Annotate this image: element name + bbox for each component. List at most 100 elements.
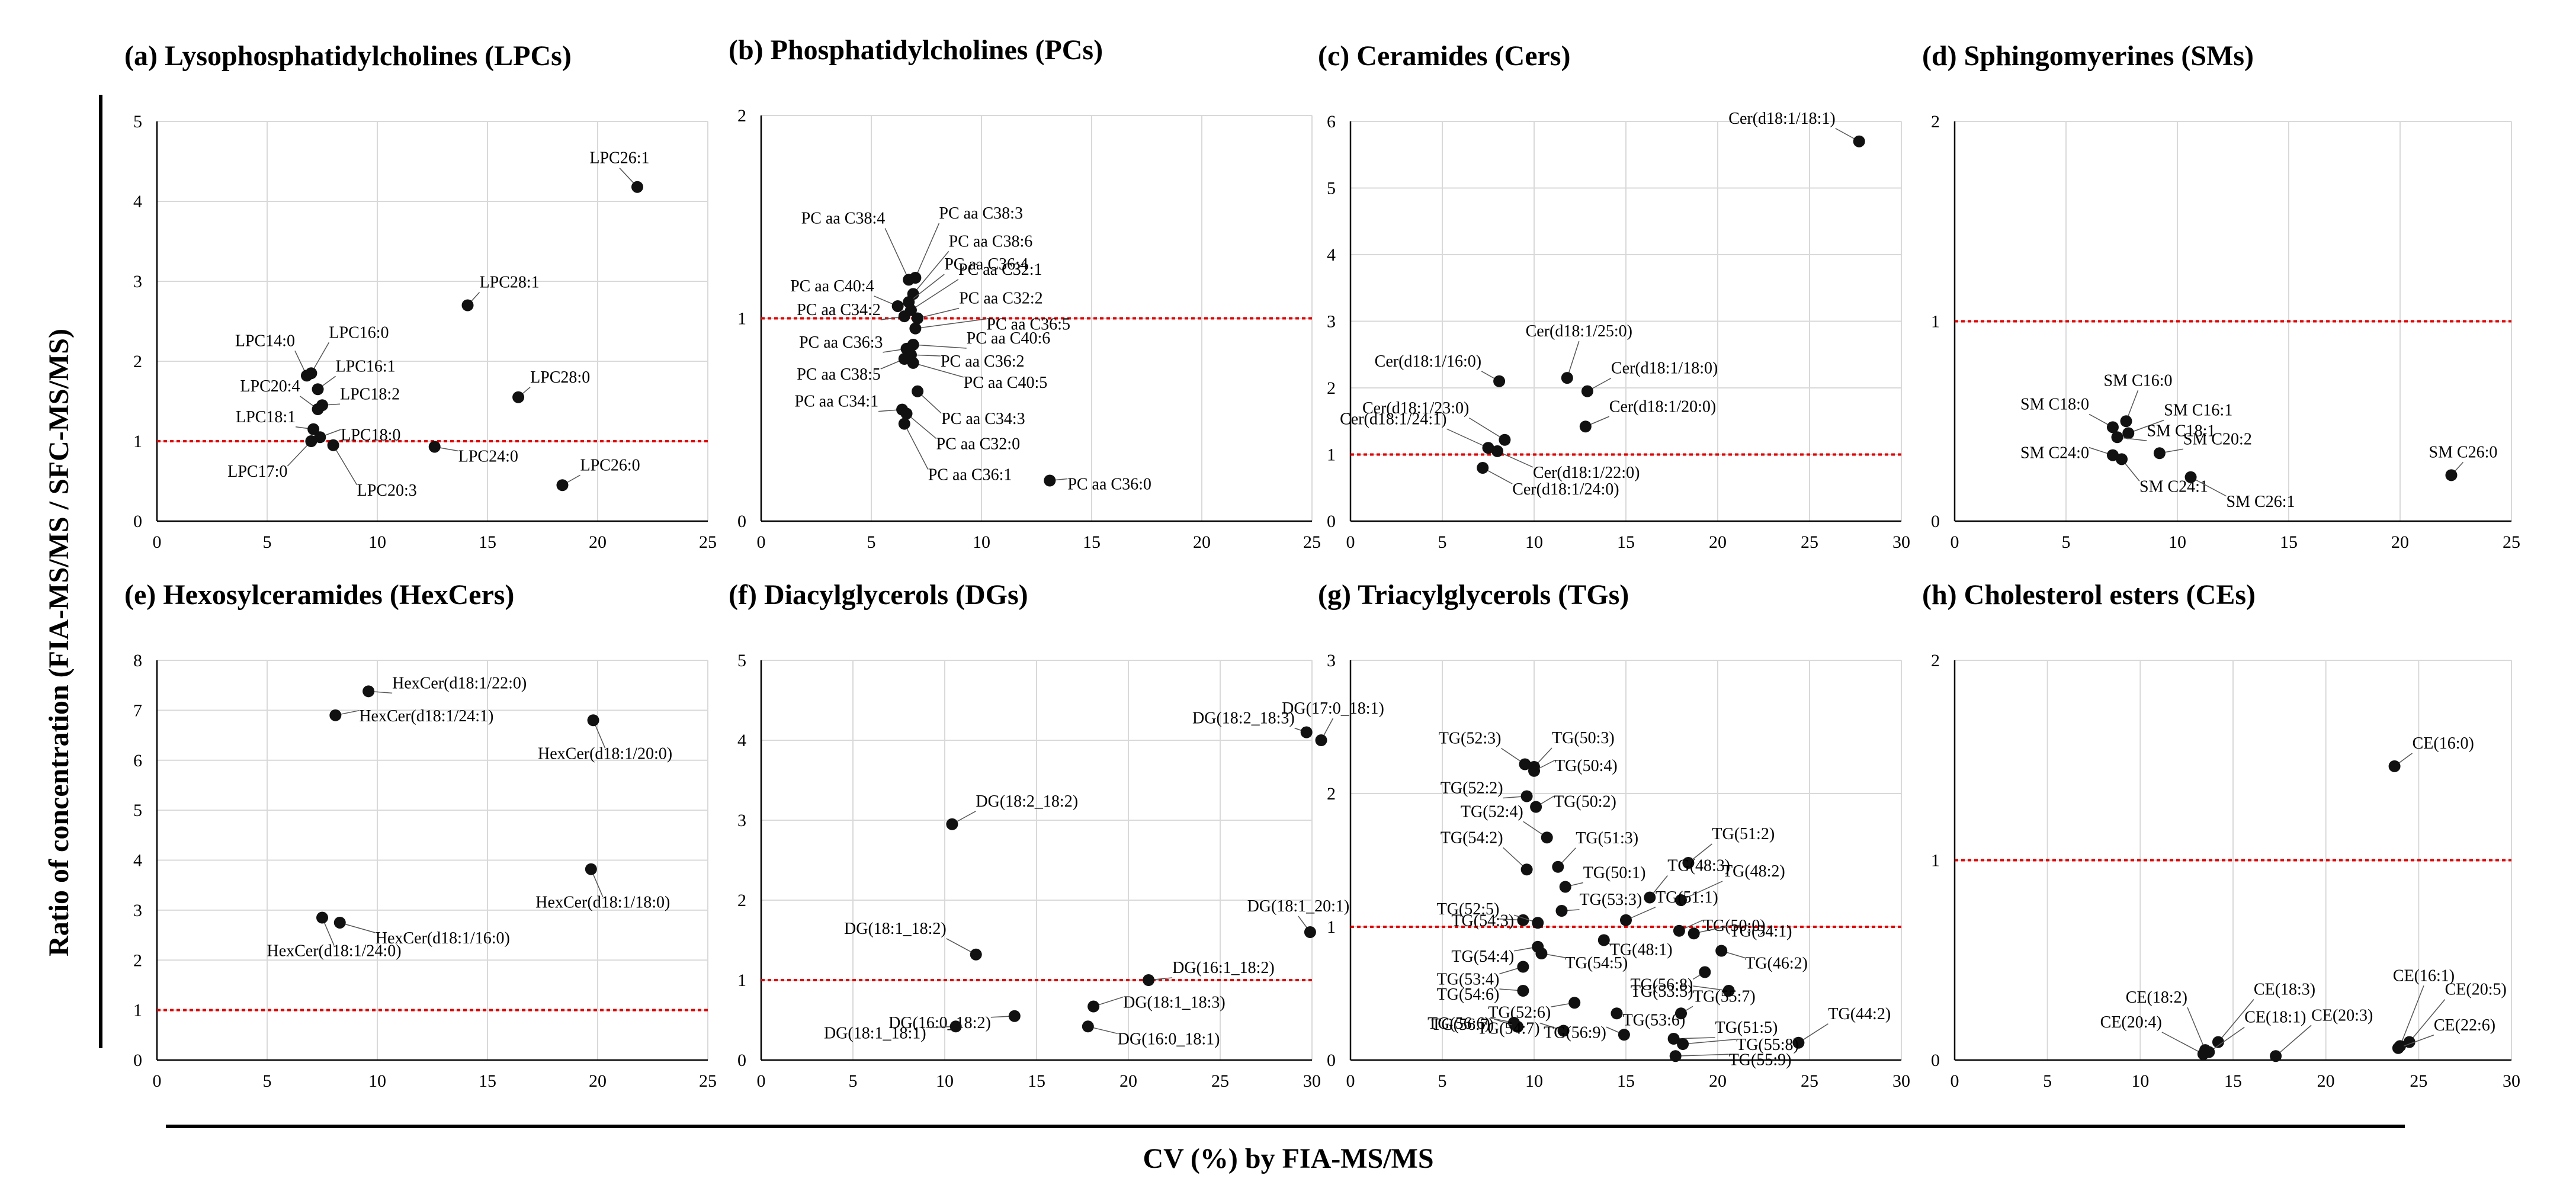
data-point	[1532, 917, 1544, 929]
data-point	[1512, 1020, 1524, 1033]
data-point	[2120, 415, 2132, 428]
x-tick-label: 0	[757, 532, 766, 552]
point-label: PC aa C38:6	[949, 232, 1033, 251]
data-point	[461, 299, 474, 312]
label-leader-line	[1680, 881, 1723, 901]
y-tick-label: 1	[737, 971, 746, 990]
label-leader-line	[904, 423, 929, 470]
x-tick-label: 25	[1211, 1071, 1229, 1091]
label-leader-line	[2208, 1026, 2245, 1053]
point-label: CE(22:6)	[2434, 1016, 2495, 1035]
y-tick-label: 8	[133, 651, 142, 670]
data-point	[1520, 863, 1533, 876]
y-tick-label: 5	[133, 801, 142, 820]
data-point	[900, 407, 913, 420]
data-point	[1792, 1036, 1805, 1049]
y-tick-label: 1	[133, 1001, 142, 1020]
point-label: HexCer(d18:1/24:1)	[359, 707, 493, 725]
point-label: TG(50:0)	[1703, 917, 1766, 935]
data-point	[305, 367, 317, 380]
data-point	[912, 312, 924, 325]
point-label: CE(16:0)	[2413, 734, 2474, 753]
data-point	[585, 863, 597, 875]
label-leader-line	[2128, 419, 2164, 434]
panel-title: (h) Cholesterol esters (CEs)	[1922, 579, 2256, 611]
data-point	[1519, 758, 1531, 770]
point-label: PC aa C36:0	[1067, 476, 1151, 494]
label-leader-line	[2218, 999, 2254, 1043]
x-tick-label: 10	[368, 532, 386, 552]
point-label: Cer(d18:1/24:1)	[1340, 410, 1446, 428]
y-tick-label: 1	[1931, 312, 1940, 332]
data-point	[329, 709, 342, 721]
label-leader-line	[913, 251, 949, 294]
label-leader-line	[1693, 985, 1729, 991]
y-tick-label: 2	[1931, 112, 1940, 131]
point-label: DG(18:2_18:3)	[1192, 709, 1295, 728]
data-point	[1673, 924, 1685, 937]
data-point	[316, 911, 328, 924]
data-point	[1520, 790, 1533, 802]
data-point	[946, 818, 958, 830]
data-point	[2388, 760, 2401, 772]
x-tick-label: 25	[2410, 1071, 2427, 1091]
y-tick-label: 2	[133, 950, 142, 970]
data-point	[2106, 449, 2119, 461]
y-tick-label: 3	[133, 272, 142, 291]
point-label: TG(54:1)	[1730, 922, 1792, 940]
label-leader-line	[1683, 1039, 1737, 1045]
point-label: TG(52:3)	[1439, 730, 1502, 748]
x-tick-label: 20	[2317, 1071, 2335, 1091]
x-tick-label: 15	[479, 532, 496, 552]
scatter-panel: (h) Cholesterol esters (CEs)0 5 10 15 20 25 30…	[1922, 579, 2520, 1091]
data-point	[1620, 914, 1632, 926]
point-label: SM C26:0	[2429, 443, 2498, 461]
data-point	[428, 441, 441, 453]
data-point	[1853, 135, 1865, 147]
point-label: LPC20:3	[357, 481, 417, 500]
y-tick-label: 0	[133, 1051, 142, 1070]
data-point	[1517, 914, 1529, 926]
point-label: TG(48:3)	[1667, 857, 1730, 875]
data-point	[1541, 831, 1553, 844]
x-tick-label: 0	[757, 1071, 766, 1091]
panel-title: (a) Lysophosphatidylcholines (LPCs)	[124, 40, 572, 72]
data-point	[907, 357, 919, 369]
data-point	[1535, 948, 1548, 959]
label-leader-line	[339, 922, 376, 933]
data-point	[1644, 891, 1656, 904]
point-label: DG(18:1_18:3)	[1123, 994, 1226, 1012]
point-label: PC aa C38:3	[939, 204, 1023, 223]
data-point	[1304, 926, 1316, 938]
data-point	[2392, 1042, 2404, 1054]
x-axis-title: CV (%) by FIA-MS/MS	[1143, 1143, 1433, 1174]
point-label: PC aa C32:2	[959, 290, 1043, 308]
y-tick-label: 0	[1931, 1051, 1940, 1070]
point-label: TG(55:7)	[1693, 987, 1756, 1006]
point-label: HexCer(d18:1/16:0)	[376, 929, 510, 948]
y-tick-label: 7	[133, 701, 142, 720]
panel-title: (e) Hexosylceramides (HexCers)	[124, 579, 514, 611]
label-leader-line	[1673, 1037, 1715, 1039]
data-point	[903, 274, 915, 286]
point-label: LPC16:1	[336, 357, 396, 375]
scatter-panel: (c) Ceramides (Cers) 0 5 10 15 20 25 30 0 1 2 3 4 5 6 C…	[1318, 40, 1910, 552]
point-label: CE(18:1)	[2244, 1009, 2306, 1027]
data-point	[891, 300, 904, 312]
data-point	[1552, 860, 1564, 873]
data-point	[1082, 1020, 1094, 1033]
data-point	[898, 353, 910, 365]
data-point	[1699, 966, 1711, 978]
point-label: SM C24:0	[2020, 444, 2089, 463]
point-label: Cer(d18:1/24:0)	[1512, 480, 1619, 499]
data-point	[1677, 1038, 1689, 1050]
y-tick-label: 4	[737, 731, 746, 750]
point-label: DG(16:0_18:2)	[888, 1014, 991, 1032]
point-label: TG(54:3)	[1451, 911, 1514, 930]
point-label: Cer(d18:1/20:0)	[1609, 397, 1716, 416]
point-label: HexCer(d18:1/20:0)	[538, 744, 672, 763]
point-label: Cer(d18:1/22:0)	[1533, 464, 1640, 482]
label-leader-line	[1675, 1054, 1729, 1057]
data-point	[2116, 453, 2128, 465]
data-point	[1517, 985, 1529, 997]
